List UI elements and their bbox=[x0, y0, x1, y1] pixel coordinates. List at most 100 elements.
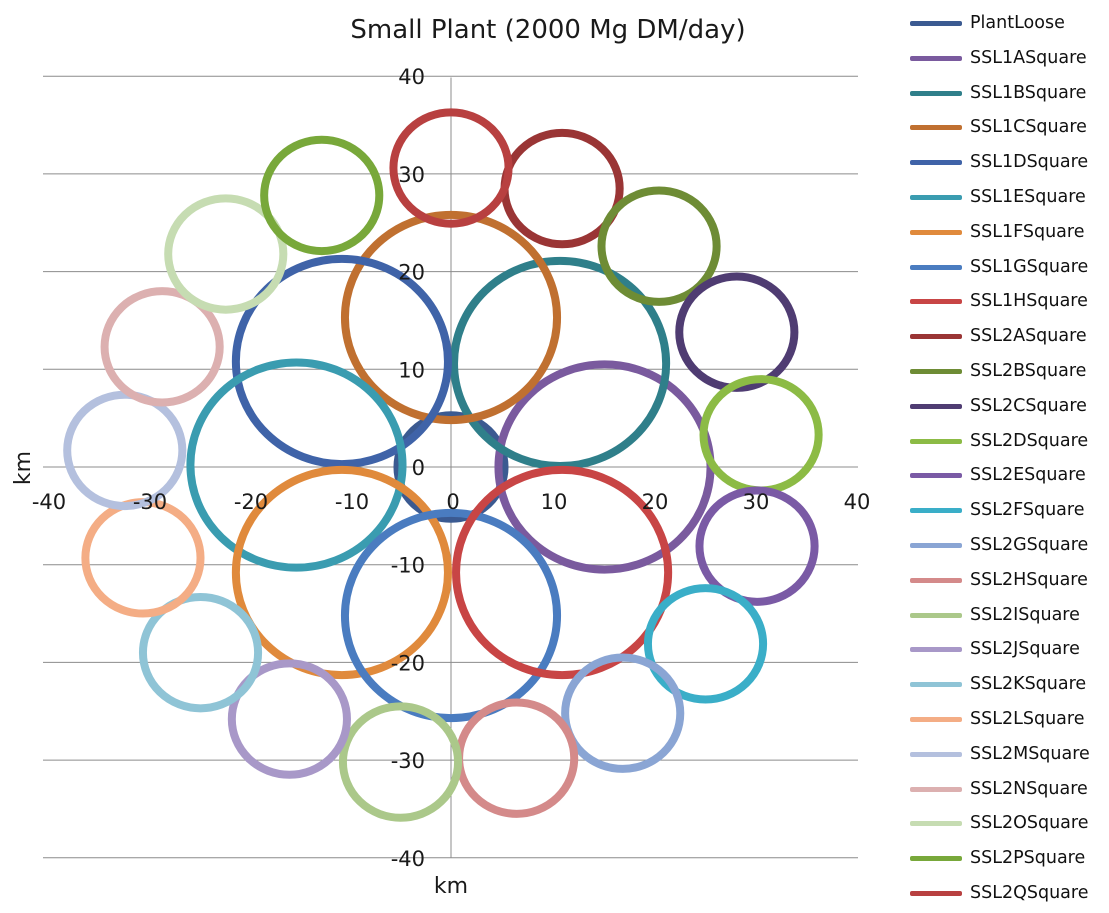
y-axis-label: km bbox=[11, 451, 36, 485]
legend-item: SSL2MSquare bbox=[910, 739, 1109, 774]
legend-label: PlantLoose bbox=[970, 13, 1065, 33]
x-tick-label: 0 bbox=[446, 490, 459, 514]
circle-ssl2qsquare bbox=[389, 108, 513, 228]
legend-label: SSL1ASquare bbox=[970, 47, 1087, 68]
circle-ssl1dsquare bbox=[231, 254, 452, 469]
legend-swatch bbox=[910, 125, 962, 131]
legend-label: SSL2LSquare bbox=[970, 708, 1085, 729]
legend-label: SSL1DSquare bbox=[970, 152, 1089, 173]
legend-item: SSL1BSquare bbox=[910, 78, 1109, 113]
legend-item: SSL2NSquare bbox=[910, 774, 1109, 809]
legend-item: PlantLoose bbox=[910, 8, 1109, 43]
legend-swatch bbox=[910, 821, 962, 827]
legend-item: SSL2BSquare bbox=[910, 356, 1109, 391]
legend-label: SSL1HSquare bbox=[970, 291, 1088, 312]
legend-item: SSL1HSquare bbox=[910, 286, 1109, 321]
legend-item: SSL2CSquare bbox=[910, 391, 1109, 426]
y-tick-label: 20 bbox=[398, 261, 425, 285]
x-tick-label: -20 bbox=[234, 490, 268, 514]
legend-item: SSL2PSquare bbox=[910, 843, 1109, 878]
x-tick-label: -10 bbox=[335, 490, 369, 514]
legend-item: SSL2LSquare bbox=[910, 704, 1109, 739]
legend-label: SSL1GSquare bbox=[970, 256, 1089, 277]
circle-ssl1bsquare bbox=[450, 256, 671, 471]
legend-swatch bbox=[910, 716, 962, 722]
circle-ssl2gsquare bbox=[561, 653, 685, 773]
circle-ssl1esquare bbox=[186, 358, 407, 572]
legend-swatch bbox=[910, 368, 962, 374]
legend-label: SSL2FSquare bbox=[970, 500, 1085, 521]
legend-item: SSL1DSquare bbox=[910, 147, 1109, 182]
y-tick-label: -40 bbox=[391, 847, 425, 871]
legend-label: SSL2ISquare bbox=[970, 604, 1080, 625]
legend-swatch bbox=[910, 299, 962, 305]
circle-ssl1hsquare bbox=[452, 465, 673, 680]
y-tick-label: 10 bbox=[398, 358, 425, 382]
legend-swatch bbox=[910, 612, 962, 618]
legend-item: SSL2ASquare bbox=[910, 321, 1109, 356]
legend-label: SSL2ASquare bbox=[970, 326, 1087, 347]
circle-ssl2msquare bbox=[63, 390, 187, 511]
legend: PlantLoose SSL1ASquare SSL1BSquare SSL1CSqu… bbox=[910, 8, 1109, 913]
x-tick-label: 10 bbox=[541, 490, 568, 514]
legend-label: SSL1BSquare bbox=[970, 82, 1087, 103]
legend-item: SSL2JSquare bbox=[910, 634, 1109, 669]
y-tick-label: -30 bbox=[391, 749, 425, 773]
legend-item: SSL1GSquare bbox=[910, 252, 1109, 287]
legend-item: SSL2HSquare bbox=[910, 565, 1109, 600]
x-tick-label: -40 bbox=[32, 490, 66, 514]
legend-swatch bbox=[910, 647, 962, 653]
legend-swatch bbox=[910, 403, 962, 409]
legend-swatch bbox=[910, 90, 962, 96]
legend-label: SSL2HSquare bbox=[970, 569, 1088, 590]
x-tick-label: 30 bbox=[743, 490, 770, 514]
circle-ssl2csquare bbox=[675, 272, 799, 392]
legend-item: SSL2ISquare bbox=[910, 600, 1109, 635]
circle-ssl2osquare bbox=[164, 194, 288, 314]
y-tick-label: -20 bbox=[391, 651, 425, 675]
legend-swatch bbox=[910, 55, 962, 61]
legend-swatch bbox=[910, 229, 962, 235]
legend-label: SSL1FSquare bbox=[970, 221, 1085, 242]
circle-ssl2isquare bbox=[338, 702, 463, 822]
circle-plantloose bbox=[393, 411, 509, 523]
legend-label: SSL2NSquare bbox=[970, 778, 1088, 799]
circle-ssl2nsquare bbox=[100, 287, 224, 407]
x-tick-label: -30 bbox=[133, 490, 167, 514]
legend-item: SSL2OSquare bbox=[910, 808, 1109, 843]
legend-swatch bbox=[910, 786, 962, 792]
legend-item: SSL2DSquare bbox=[910, 426, 1109, 461]
chart-title: Small Plant (2000 Mg DM/day) bbox=[350, 15, 745, 45]
legend-swatch bbox=[910, 264, 962, 270]
legend-label: SSL2KSquare bbox=[970, 674, 1087, 695]
legend-label: SSL2MSquare bbox=[970, 743, 1090, 764]
x-tick-label: 40 bbox=[844, 490, 871, 514]
y-tick-label: 0 bbox=[412, 456, 425, 480]
legend-swatch bbox=[910, 542, 962, 548]
legend-item: SSL2QSquare bbox=[910, 878, 1109, 913]
legend-item: SSL1FSquare bbox=[910, 217, 1109, 252]
legend-item: SSL1ESquare bbox=[910, 182, 1109, 217]
legend-swatch bbox=[910, 334, 962, 340]
legend-item: SSL2FSquare bbox=[910, 495, 1109, 530]
legend-swatch bbox=[910, 577, 962, 583]
legend-swatch bbox=[910, 21, 962, 26]
legend-label: SSL2DSquare bbox=[970, 430, 1089, 451]
legend-label: SSL2JSquare bbox=[970, 639, 1080, 660]
legend-label: SSL2QSquare bbox=[970, 882, 1089, 903]
x-tick-label: 20 bbox=[642, 490, 669, 514]
circle-ssl2lsquare bbox=[81, 498, 205, 618]
legend-swatch bbox=[910, 856, 962, 862]
y-tick-label: 40 bbox=[398, 65, 425, 89]
legend-label: SSL2PSquare bbox=[970, 848, 1086, 869]
legend-swatch bbox=[910, 473, 962, 479]
circle-ssl2ksquare bbox=[138, 592, 263, 713]
legend-label: SSL2BSquare bbox=[970, 360, 1087, 381]
circle-ssl1gsquare bbox=[340, 508, 562, 723]
legend-item: SSL1CSquare bbox=[910, 112, 1109, 147]
legend-item: SSL2KSquare bbox=[910, 669, 1109, 704]
legend-item: SSL1ASquare bbox=[910, 43, 1109, 78]
legend-swatch bbox=[910, 751, 962, 757]
legend-swatch bbox=[910, 682, 962, 688]
